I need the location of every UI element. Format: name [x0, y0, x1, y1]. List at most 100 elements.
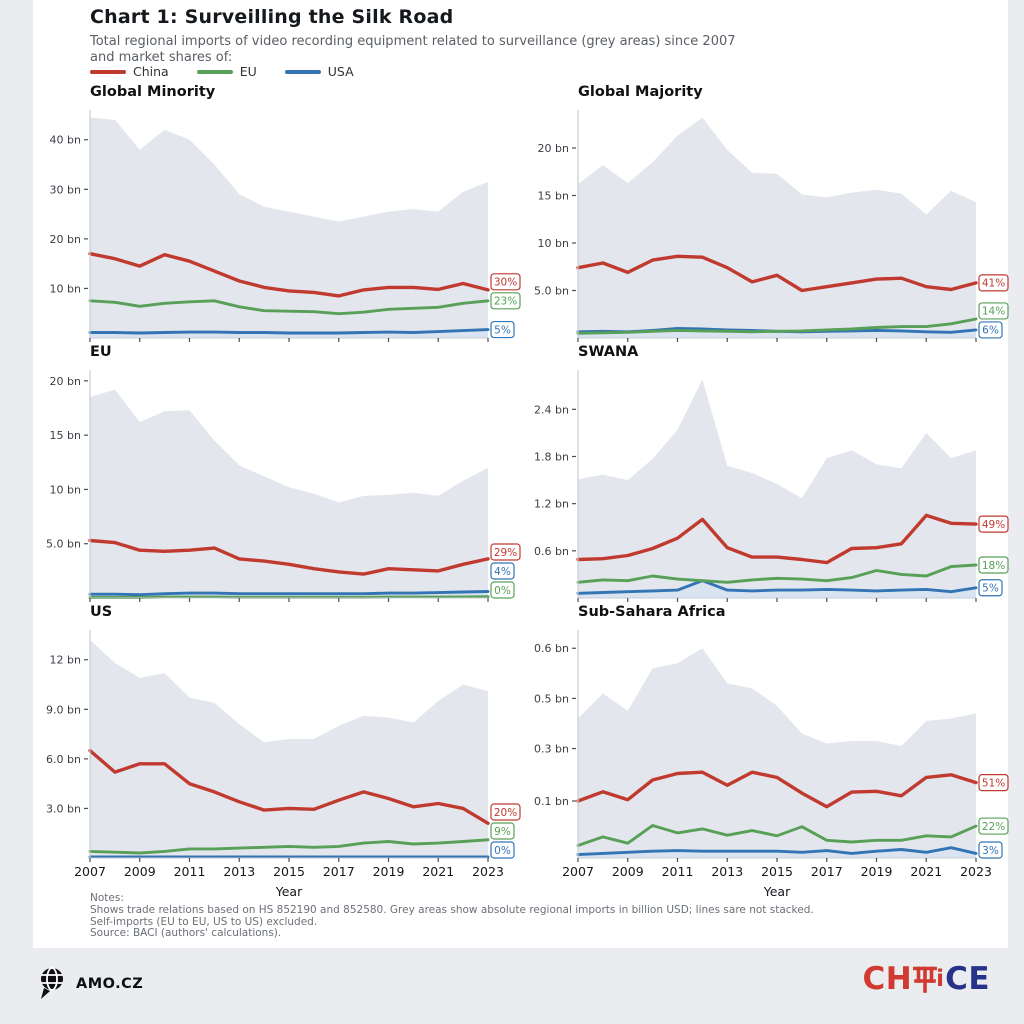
eu-line	[576, 824, 978, 847]
choice-suffix: CE	[945, 961, 990, 997]
plot-eu: 5.0 bn 10 bn 15 bn 20 bn 0% 4% 29%	[46, 370, 521, 602]
y-tick-label: 20 bn	[538, 142, 569, 155]
usa-line-swatch	[284, 69, 321, 74]
china-share-label: 51%	[978, 774, 1009, 792]
legend: China EU USA	[90, 64, 354, 79]
eu-line	[576, 317, 978, 335]
legend-item-usa: USA	[284, 64, 354, 79]
legend-item-china: China	[90, 64, 169, 79]
chinese-gate-icon	[913, 966, 938, 993]
total-imports-area	[90, 389, 488, 598]
x-tick-label: 2021	[422, 864, 454, 879]
usa-share-label-text: 5%	[982, 583, 999, 595]
amo-logo: AMO.CZ	[37, 966, 143, 1002]
eu-share-label: 0%	[490, 581, 515, 599]
usa-line	[88, 328, 490, 335]
y-tick-label: 9.0 bn	[46, 703, 81, 716]
china-share-label-text: 20%	[494, 807, 517, 819]
china-line	[88, 538, 490, 576]
eu-line	[88, 299, 490, 316]
china-share-label-text: 41%	[982, 278, 1005, 290]
y-tick-label: 0.5 bn	[534, 692, 569, 705]
y-tick-label: 6.0 bn	[46, 753, 81, 766]
y-tick-label: 40 bn	[50, 134, 81, 147]
eu-line-swatch	[196, 69, 233, 74]
china-line-swatch	[90, 69, 126, 74]
plot-global-majority: 5.0 bn 10 bn 15 bn 20 bn 6% 14% 41%	[534, 110, 1009, 342]
subplot-title-global-majority: Global Majority	[578, 84, 703, 100]
x-tick-label: 2017	[323, 864, 355, 879]
amo-label: AMO.CZ	[76, 976, 144, 992]
x-tick-label: 2013	[711, 864, 743, 879]
x-tick-label: 2017	[811, 864, 843, 879]
china-share-label: 29%	[490, 543, 521, 561]
plot-swana: 0.6 bn 1.2 bn 1.8 bn 2.4 bn 5% 18% 49%	[534, 370, 1009, 602]
eu-share-label: 9%	[490, 822, 515, 840]
x-tick-label: 2015	[273, 864, 305, 879]
legend-label-usa: USA	[327, 64, 354, 79]
x-tick-label: 2011	[662, 864, 694, 879]
eu-share-label-box	[490, 581, 515, 599]
eu-share-label: 22%	[978, 817, 1009, 835]
subtitle-line-1: Total regional imports of video recordin…	[90, 34, 736, 49]
china-line	[576, 513, 978, 565]
china-share-label: 49%	[978, 515, 1009, 533]
usa-share-label-box	[490, 562, 515, 580]
y-tick-label: 0.6 bn	[534, 545, 569, 558]
chart-subtitle: Total regional imports of video recordin…	[90, 34, 930, 66]
y-tick-label: 5.0 bn	[534, 285, 569, 298]
usa-share-label-box	[978, 841, 1003, 859]
y-tick-label: 3.0 bn	[46, 802, 81, 815]
eu-line	[88, 838, 490, 855]
china-share-label-text: 51%	[982, 777, 1005, 789]
y-tick-label: 1.2 bn	[534, 498, 569, 511]
eu-share-label-box	[978, 302, 1009, 320]
china-share-label-text: 49%	[982, 519, 1005, 531]
legend-item-eu: EU	[196, 64, 257, 79]
subtitle-line-2: and market shares of:	[90, 50, 233, 65]
x-tick-label: 2007	[562, 864, 594, 879]
china-line	[576, 770, 978, 809]
eu-share-label-box	[490, 822, 515, 840]
plot-global-minority: 10 bn 20 bn 30 bn 40 bn 5% 23% 30%	[50, 110, 521, 342]
total-imports-area	[90, 117, 488, 339]
x-tick-label: 2009	[124, 864, 156, 879]
subplot-sub-sahara-africa: Sub-Sahara Africa 0.1 bn 0.3 bn 0.5 bn 0.6 b…	[521, 604, 1013, 904]
china-share-label-box	[978, 274, 1009, 292]
eu-share-label-text: 9%	[494, 826, 511, 838]
total-imports-area	[578, 379, 976, 598]
eu-share-label-box	[490, 292, 521, 310]
usa-line	[88, 590, 490, 597]
china-share-label-box	[978, 515, 1009, 533]
china-share-label-box	[490, 273, 521, 291]
usa-underfill-area	[578, 580, 976, 598]
y-tick-label: 15 bn	[50, 429, 81, 442]
x-tick-label: 2019	[861, 864, 893, 879]
page-title: Chart 1: Surveilling the Silk Road	[90, 6, 454, 28]
usa-share-label: 5%	[490, 320, 515, 339]
china-share-label-box	[490, 803, 521, 821]
china-share-label: 41%	[978, 274, 1009, 292]
usa-underfill-area	[578, 847, 976, 858]
usa-share-label-text: 4%	[494, 566, 511, 578]
y-tick-label: 0.1 bn	[534, 795, 569, 808]
subplot-title-us: US	[90, 604, 113, 620]
china-line	[88, 748, 490, 826]
choice-letter-i: i	[936, 966, 945, 992]
eu-line	[88, 595, 490, 599]
y-tick-label: 10 bn	[538, 237, 569, 250]
plot-sub-sahara-africa: 0.1 bn 0.3 bn 0.5 bn 0.6 bn 2007 2009 2011 2013…	[534, 630, 1009, 899]
choice-logo: CH i CE	[862, 962, 990, 996]
x-tick-label: 2023	[960, 864, 992, 879]
y-tick-label: 2.4 bn	[534, 403, 569, 416]
subplot-title-global-minority: Global Minority	[90, 84, 216, 100]
plot-us: 3.0 bn 6.0 bn 9.0 bn 12 bn 2007 2009 2011 2013 2…	[46, 630, 521, 899]
usa-share-label: 4%	[490, 562, 515, 580]
total-imports-area	[578, 117, 976, 338]
x-tick-label: 2019	[373, 864, 405, 879]
usa-share-label-box	[490, 320, 515, 339]
usa-share-label-box	[978, 321, 1003, 339]
subplot-title-eu: EU	[90, 344, 112, 360]
usa-share-label-text: 5%	[494, 324, 511, 336]
x-tick-label: 2023	[472, 864, 504, 879]
